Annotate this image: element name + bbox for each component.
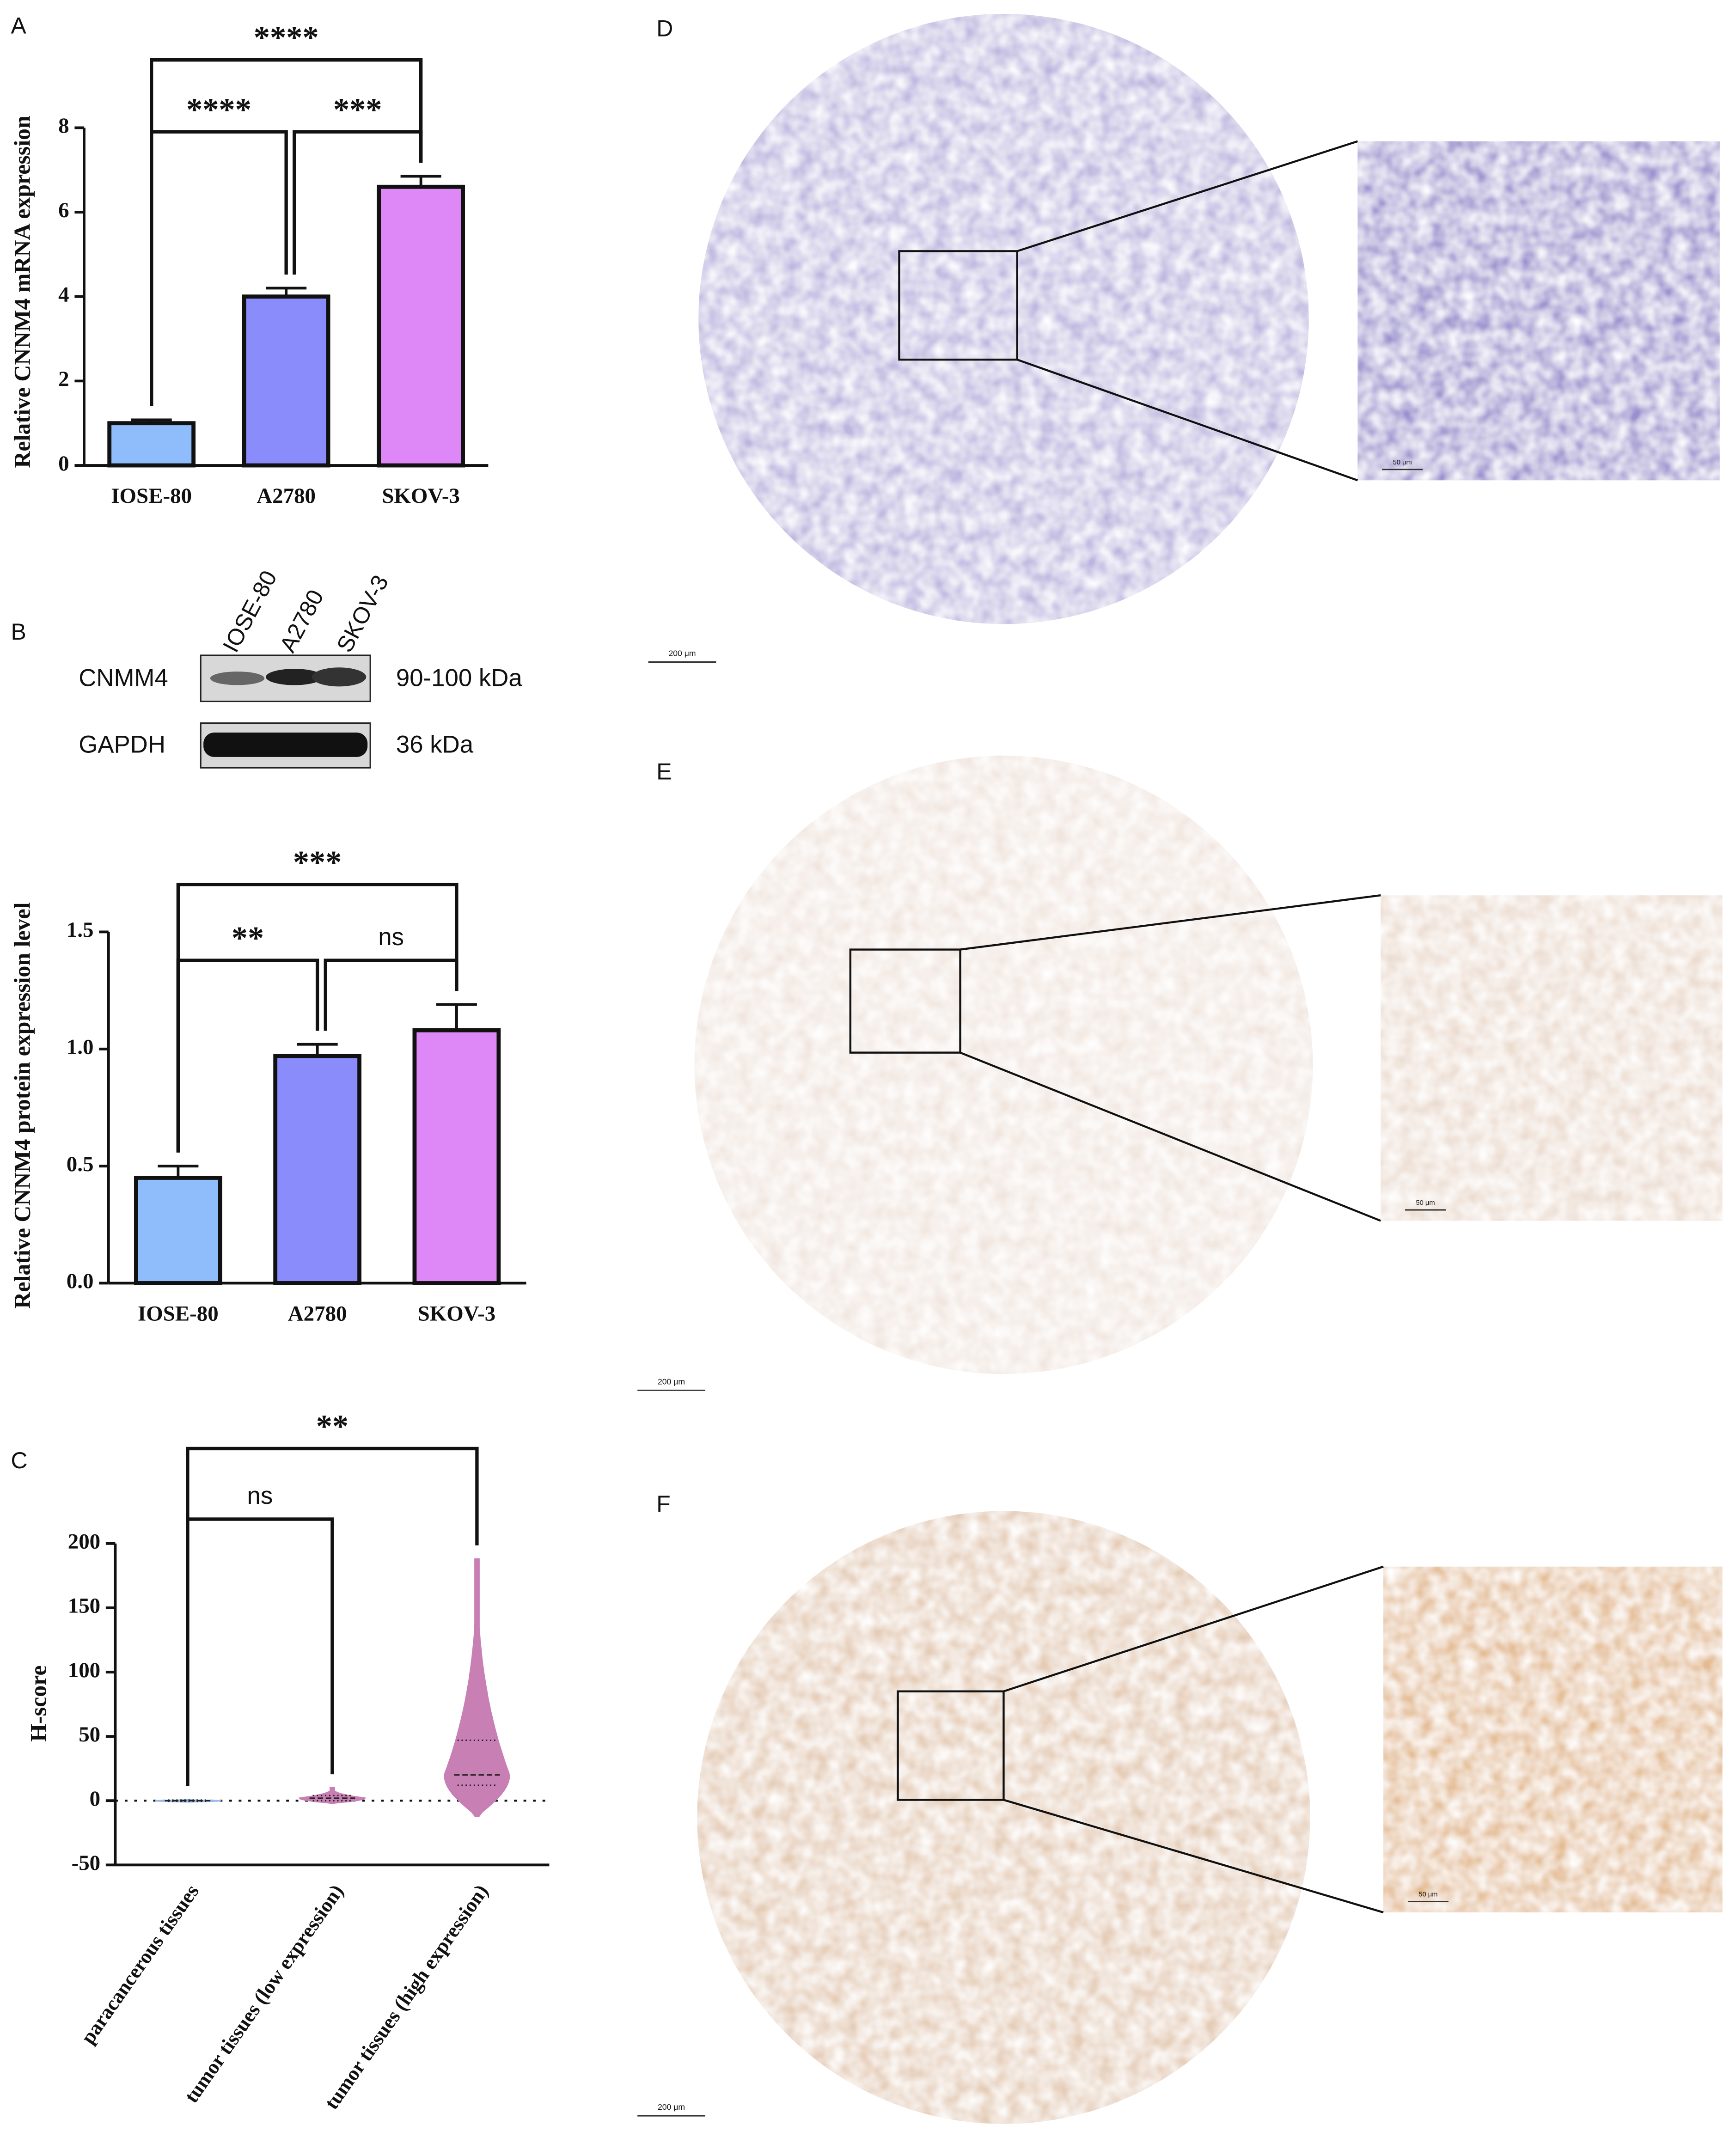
protein-label: GAPDH (79, 731, 165, 758)
significance-label: ** (316, 1409, 348, 1445)
chart: H-score -50 0 50 100 150 200 paracancerous tiss… (25, 1409, 550, 2113)
y-tick-label: 0.5 (67, 1152, 94, 1176)
western-blot: IOSE-80 A2780 SKOV-3 CNMM4 90-100 kDa GA… (79, 566, 523, 769)
significance-bracket (186, 1517, 334, 1786)
inset-image (1357, 141, 1720, 481)
y-tick-label: 6 (58, 198, 69, 222)
protein-label: CNMM4 (79, 665, 168, 692)
scale-label: 50 μm (1393, 459, 1412, 466)
y-tick-label: 4 (58, 282, 69, 306)
bar (134, 1176, 222, 1285)
band (312, 667, 367, 687)
chart: Relative CNNM4 protein expression level 0… (9, 844, 526, 1326)
y-tick-label: 50 (79, 1722, 100, 1746)
significance-bracket (293, 130, 423, 275)
zoom-line (1003, 1799, 1384, 1914)
y-tick-label: 8 (58, 114, 69, 138)
x-tick-label: paracancerous tissues (76, 1881, 203, 2048)
y-axis-label: Relative CNNM4 mRNA expression (9, 116, 35, 468)
lane-label: A2780 (275, 586, 329, 657)
scale-label: 200 μm (658, 1377, 685, 1386)
significance-label: **** (254, 20, 319, 56)
significance-bracket (176, 959, 319, 1153)
y-axis-label: H-score (25, 1665, 51, 1741)
x-tick-label: A2780 (257, 484, 316, 508)
significance-label: ns (378, 923, 404, 951)
y-tick-label: 1.5 (67, 918, 94, 942)
x-tick-label: tumor tissues (low expression) (180, 1881, 348, 2107)
bar (242, 294, 330, 468)
chart: Relative CNNM4 mRNA expression 0 2 4 6 8 IOSE-… (9, 20, 489, 508)
scale-label: 50 μm (1416, 1199, 1435, 1207)
bar (377, 184, 465, 468)
x-tick-label: A2780 (288, 1302, 347, 1326)
significance-label: ns (247, 1482, 273, 1509)
scale-label: 200 μm (668, 649, 696, 658)
lane-label: SKOV-3 (331, 571, 393, 656)
tissue-core (697, 1511, 1310, 2124)
size-label: 90-100 kDa (396, 665, 523, 692)
y-axis-label: Relative CNNM4 protein expression level (9, 902, 35, 1308)
zoom-box (897, 1690, 1005, 1801)
band (210, 672, 265, 685)
scale-label: 50 μm (1418, 1891, 1437, 1899)
size-label: 36 kDa (396, 731, 474, 758)
band (266, 669, 323, 685)
y-tick-label: 1.0 (67, 1035, 94, 1059)
inset-image (1381, 895, 1723, 1221)
panel-label: D (656, 15, 673, 41)
panel-label: B (11, 619, 26, 645)
tissue-core (698, 13, 1309, 624)
x-tick-label: SKOV-3 (418, 1302, 496, 1326)
bar (273, 1054, 362, 1285)
y-tick-label: 0.0 (67, 1269, 94, 1293)
violin (299, 1787, 366, 1804)
zoom-box (849, 948, 961, 1054)
micrographs: 200 μm 50 μm 200 μm 50 μm 200 μm 50 μm (637, 13, 1723, 2124)
inset-image (1383, 1566, 1723, 1913)
significance-label: **** (186, 92, 251, 128)
tissue-core (694, 755, 1313, 1374)
zoom-line (960, 1051, 1381, 1222)
violin (444, 1558, 510, 1817)
zoom-line (1017, 359, 1358, 482)
zoom-line (1003, 1565, 1384, 1692)
bar (107, 421, 196, 468)
x-tick-label: tumor tissues (high expression) (320, 1881, 493, 2113)
panel-label: F (656, 1491, 670, 1517)
x-tick-label: IOSE-80 (138, 1302, 219, 1326)
zoom-box (898, 250, 1018, 361)
panel-label: C (11, 1447, 27, 1473)
significance-bracket (150, 130, 288, 407)
y-tick-label: 200 (68, 1530, 100, 1554)
y-tick-label: 150 (68, 1594, 100, 1618)
zoom-line (960, 894, 1381, 951)
panel-label: A (11, 12, 26, 38)
band (203, 733, 368, 757)
panel-label: E (656, 758, 672, 784)
scale-label: 200 μm (658, 2102, 685, 2112)
y-tick-label: -50 (72, 1851, 101, 1875)
x-tick-label: IOSE-80 (111, 484, 192, 508)
significance-bracket (324, 959, 458, 1031)
micrograph: 200 μm 50 μm (637, 1511, 1723, 2124)
y-tick-label: 0 (90, 1787, 100, 1811)
charts: Relative CNNM4 mRNA expression 0 2 4 6 8 IOSE-… (9, 20, 550, 2113)
zoom-line (1017, 140, 1358, 252)
x-tick-label: SKOV-3 (382, 484, 460, 508)
y-tick-label: 0 (58, 452, 69, 476)
significance-label: ** (232, 920, 264, 956)
significance-label: *** (293, 844, 342, 880)
lane-label: IOSE-80 (218, 566, 282, 656)
significance-label: *** (333, 92, 382, 128)
y-tick-label: 2 (58, 367, 69, 391)
bar (412, 1028, 501, 1285)
micrograph: 200 μm 50 μm (637, 755, 1723, 1391)
micrograph: 200 μm 50 μm (648, 13, 1720, 663)
y-tick-label: 100 (68, 1658, 100, 1682)
